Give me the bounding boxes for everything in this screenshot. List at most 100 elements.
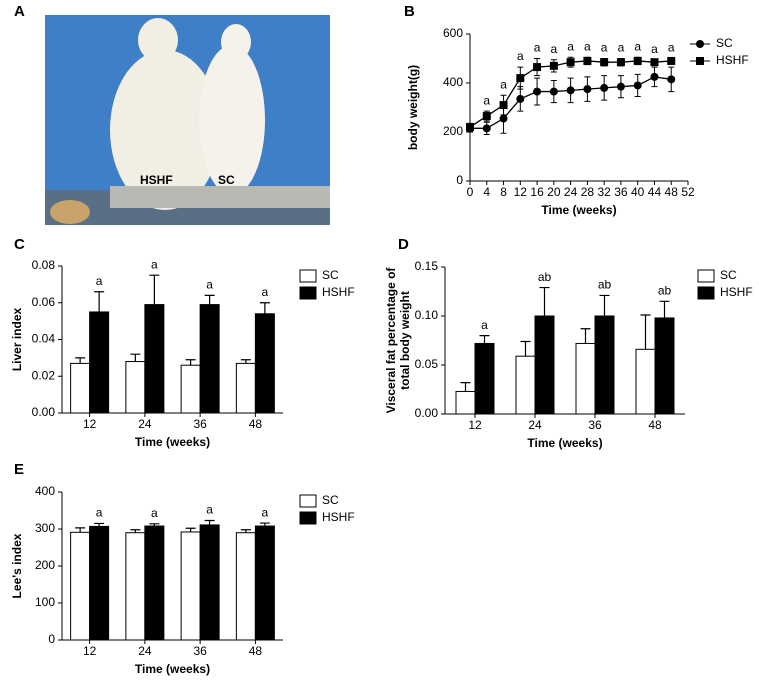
error-bar bbox=[130, 353, 141, 362]
legend-label: SC bbox=[322, 493, 339, 507]
bar bbox=[89, 525, 110, 641]
error-bar bbox=[240, 359, 251, 364]
annotation: a bbox=[634, 39, 641, 53]
error-bar bbox=[520, 340, 531, 357]
annotation: a bbox=[151, 506, 158, 520]
bar bbox=[70, 362, 91, 414]
point bbox=[549, 61, 558, 70]
x-axis-title: Time (weeks) bbox=[135, 662, 210, 676]
bar bbox=[144, 304, 165, 414]
annotation: a bbox=[618, 41, 625, 55]
annotation: a bbox=[481, 318, 488, 332]
x-tick-label: 40 bbox=[631, 185, 645, 199]
y-axis-title: total body weight bbox=[398, 291, 412, 390]
y-tick-label: 100 bbox=[35, 595, 55, 609]
bar bbox=[455, 390, 476, 415]
point bbox=[633, 56, 642, 65]
x-tick-label: 36 bbox=[193, 417, 207, 431]
y-tick-label: 200 bbox=[443, 124, 463, 138]
bar bbox=[89, 311, 110, 414]
y-tick-label: 0.00 bbox=[32, 405, 56, 419]
legend-swatch bbox=[299, 269, 317, 283]
y-axis-title: Liver index bbox=[10, 307, 24, 371]
point bbox=[650, 58, 659, 67]
error-bar bbox=[185, 359, 196, 366]
annotation: a bbox=[206, 503, 213, 517]
point bbox=[499, 101, 508, 110]
x-tick-label: 48 bbox=[249, 644, 263, 658]
point bbox=[516, 94, 525, 103]
error-bar bbox=[94, 291, 105, 312]
point bbox=[600, 83, 609, 92]
legend-label: HSHF bbox=[716, 53, 749, 67]
annotation: a bbox=[262, 285, 269, 299]
chart: D 0.00 0.05 0.10 0.15 Time (weeks) Visceral fa… bbox=[384, 236, 753, 450]
ruler bbox=[110, 186, 330, 208]
point bbox=[583, 85, 592, 94]
panel-label: E bbox=[14, 461, 24, 478]
x-tick-label: 4 bbox=[483, 185, 490, 199]
x-tick-label: 12 bbox=[514, 185, 528, 199]
bar bbox=[654, 317, 675, 415]
point bbox=[600, 58, 609, 67]
y-tick-label: 0.15 bbox=[415, 259, 439, 273]
chart: E 0 100 200 300 400 Time (weeks) Lee's index SC H… bbox=[10, 461, 355, 676]
x-tick-label: 28 bbox=[581, 185, 595, 199]
legend-swatch bbox=[299, 511, 317, 525]
point bbox=[583, 56, 592, 65]
bar bbox=[635, 348, 656, 415]
error-bar bbox=[149, 274, 160, 305]
legend-label: HSHF bbox=[720, 285, 753, 299]
point bbox=[616, 58, 625, 67]
annotation: a bbox=[651, 42, 658, 56]
panel-label: A bbox=[14, 3, 25, 20]
point bbox=[616, 82, 625, 91]
y-axis-title: Visceral fat percentage of bbox=[384, 267, 398, 414]
x-tick-label: 36 bbox=[614, 185, 628, 199]
legend-swatch bbox=[697, 286, 715, 300]
annotation: a bbox=[262, 505, 269, 519]
bar bbox=[125, 361, 146, 414]
rat-head bbox=[221, 24, 251, 60]
x-tick-label: 48 bbox=[249, 417, 263, 431]
y-tick-label: 0.10 bbox=[415, 308, 439, 322]
bar bbox=[180, 364, 201, 414]
rat-head bbox=[138, 18, 178, 62]
x-tick-label: 36 bbox=[588, 418, 602, 432]
y-tick-label: 300 bbox=[35, 521, 55, 535]
x-tick-label: 24 bbox=[138, 417, 152, 431]
bar bbox=[254, 525, 275, 641]
point bbox=[667, 56, 676, 65]
legend-marker bbox=[696, 57, 704, 65]
y-tick-label: 0.04 bbox=[32, 332, 56, 346]
point bbox=[566, 58, 575, 67]
x-tick-label: 48 bbox=[648, 418, 662, 432]
annotation: a bbox=[206, 278, 213, 292]
legend-marker bbox=[696, 40, 704, 48]
x-axis-title: Time (weeks) bbox=[527, 436, 602, 450]
bar bbox=[575, 342, 596, 415]
error-bar bbox=[75, 357, 86, 364]
panel-label: B bbox=[404, 3, 415, 20]
x-tick-label: 12 bbox=[83, 644, 97, 658]
annotation: a bbox=[96, 274, 103, 288]
error-bar bbox=[204, 294, 215, 305]
legend-label: HSHF bbox=[322, 285, 355, 299]
x-axis-title: Time (weeks) bbox=[135, 435, 210, 449]
y-tick-label: 400 bbox=[35, 484, 55, 498]
error-bar bbox=[580, 328, 591, 344]
annotation: a bbox=[668, 41, 675, 55]
legend-swatch bbox=[299, 494, 317, 508]
error-bar bbox=[640, 314, 651, 350]
point bbox=[549, 87, 558, 96]
rat-sc bbox=[199, 45, 265, 195]
annotation: a bbox=[96, 506, 103, 520]
y-tick-label: 200 bbox=[35, 558, 55, 572]
chart: C 0.00 0.02 0.04 0.06 0.08 Time (weeks) Liver i… bbox=[10, 236, 355, 449]
bar bbox=[254, 313, 275, 414]
bar bbox=[515, 355, 536, 415]
panel-label: D bbox=[398, 236, 409, 253]
y-tick-label: 400 bbox=[443, 75, 463, 89]
bar bbox=[180, 531, 201, 641]
